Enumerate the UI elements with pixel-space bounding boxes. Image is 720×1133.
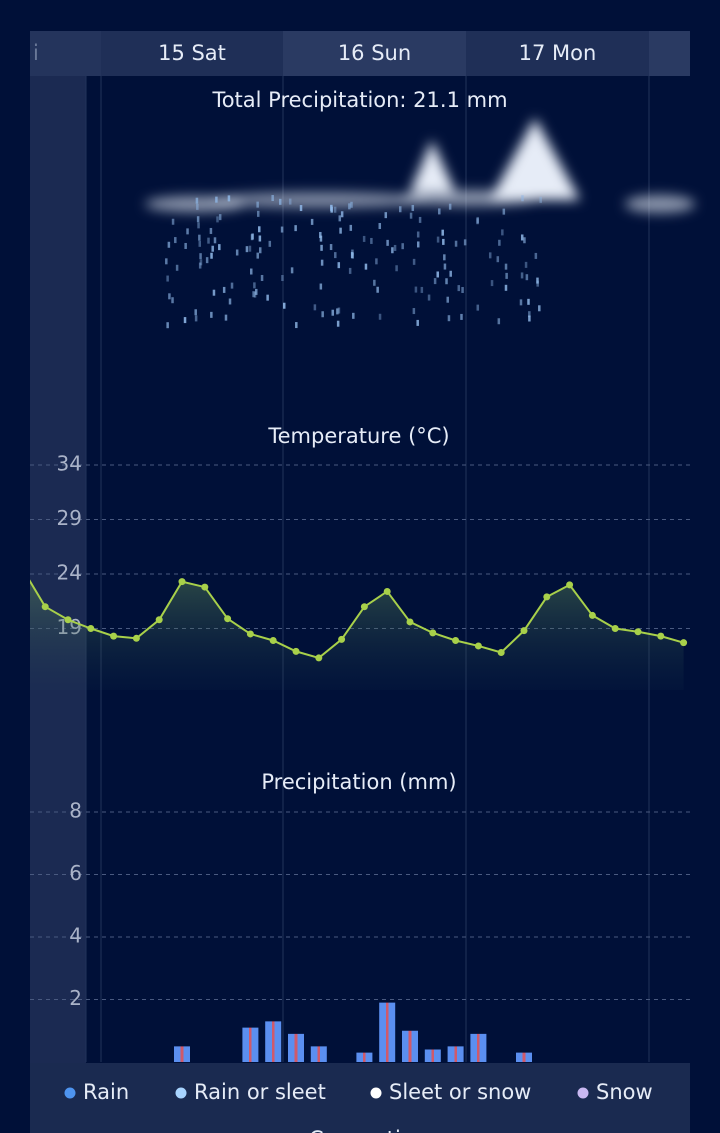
temperature-point <box>452 636 460 644</box>
y-tick-label: 6 <box>69 861 82 885</box>
temperature-point <box>474 642 482 650</box>
plot-area <box>174 1002 532 1062</box>
y-tick-label: 2 <box>69 986 82 1010</box>
precipitation-bar <box>265 1021 282 1062</box>
precipitation-bar <box>402 1030 418 1062</box>
legend-label: Rain <box>83 1080 129 1104</box>
precipitation-bar <box>516 1052 532 1062</box>
temperature-point <box>406 618 414 626</box>
precipitation-bar <box>310 1046 327 1062</box>
temperature-area <box>30 581 684 690</box>
precipitation-bar <box>174 1046 190 1062</box>
temperature-point <box>588 611 596 619</box>
precipitation-bar <box>242 1027 259 1062</box>
temperature-point <box>634 628 642 636</box>
temperature-point <box>520 627 528 635</box>
temperature-point <box>338 635 346 643</box>
precipitation-bar <box>379 1002 396 1062</box>
temperature-point <box>566 581 574 589</box>
plot-area <box>19 565 688 690</box>
day-label: 15 Sat <box>158 41 226 65</box>
day-label: 17 Mon <box>519 41 597 65</box>
temperature-point <box>497 648 505 656</box>
temperature-point <box>269 636 277 644</box>
y-tick-label: 8 <box>69 799 82 823</box>
day-dividers <box>85 76 650 1062</box>
temperature-point <box>155 616 163 624</box>
temperature-point <box>87 625 95 632</box>
y-tick-label: 34 <box>57 452 82 476</box>
day-label: 16 Sun <box>338 41 411 65</box>
temperature-point <box>543 593 551 601</box>
temperature-point <box>360 603 368 611</box>
precipitation-bar <box>288 1033 304 1062</box>
day-tab <box>283 31 466 76</box>
temperature-point <box>292 647 300 655</box>
temperature-point <box>680 639 688 647</box>
temperature-line <box>30 579 684 660</box>
temperature-point <box>132 634 140 642</box>
temperature-point <box>224 615 232 623</box>
total-precipitation: Total Precipitation: 21.1 mm <box>211 88 507 112</box>
axis-column <box>30 76 86 1063</box>
temperature-point <box>178 578 186 586</box>
precipitation-bar <box>424 1049 441 1062</box>
legend-dot <box>370 1087 382 1099</box>
day-tab <box>30 31 101 76</box>
y-tick-label: 24 <box>57 561 82 585</box>
day-label: i <box>33 41 39 65</box>
legend-next: Convection <box>309 1127 427 1133</box>
cloud-illustration <box>145 118 695 213</box>
day-tab <box>101 31 283 76</box>
legend-dot <box>64 1087 76 1099</box>
temperature-point <box>19 565 26 572</box>
temperature-point <box>64 616 72 624</box>
chart-title: Precipitation (mm) <box>261 770 456 794</box>
rain-illustration <box>165 195 542 329</box>
precipitation-bar <box>447 1046 464 1062</box>
temperature-point <box>429 629 437 637</box>
temperature-point <box>383 587 391 595</box>
legend-label: Sleet or snow <box>389 1080 531 1104</box>
temperature-point <box>315 654 323 662</box>
precipitation-bar <box>470 1033 487 1062</box>
legend-panel <box>30 1063 690 1133</box>
y-tick-label: 4 <box>69 924 82 948</box>
y-tick-label: 29 <box>57 506 82 530</box>
legend-label: Rain or sleet <box>194 1080 326 1104</box>
legend-label: Snow <box>596 1080 653 1104</box>
temperature-point <box>611 625 619 632</box>
precipitation-bar <box>356 1052 373 1062</box>
day-tab <box>466 31 649 76</box>
temperature-point <box>657 632 665 640</box>
temperature-point <box>246 630 254 638</box>
chart-title: Temperature (°C) <box>267 424 449 448</box>
temperature-point <box>201 583 209 591</box>
temperature-point <box>110 632 118 640</box>
legend-dot <box>175 1087 187 1099</box>
temperature-point <box>41 603 49 611</box>
legend-dot <box>577 1087 589 1099</box>
